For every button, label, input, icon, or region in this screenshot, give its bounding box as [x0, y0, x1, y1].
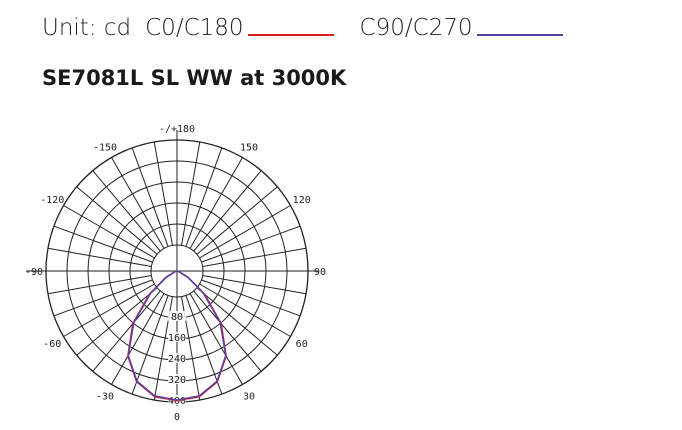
grid-spoke	[153, 141, 173, 246]
grid-spoke	[76, 186, 158, 255]
grid-spoke	[202, 247, 307, 267]
angle-label: 150	[240, 142, 258, 153]
legend-row: Unit: cd C0/C180 C90/C270	[42, 8, 563, 48]
radial-tick-label: 400	[168, 396, 186, 407]
radial-tick-bg	[168, 353, 186, 363]
radial-tick-label: 160	[168, 333, 186, 344]
grid-spoke	[76, 287, 158, 356]
radial-tick-bg	[168, 374, 186, 384]
radial-tick-label: 240	[168, 354, 186, 365]
angle-label: 90	[314, 267, 326, 278]
grid-spoke	[189, 293, 243, 385]
grid-spoke	[202, 275, 307, 295]
grid-spoke	[131, 295, 169, 395]
angle-label: -/+180	[159, 124, 195, 135]
grid-spoke	[199, 205, 291, 259]
radial-tick-bg	[168, 332, 186, 342]
grid-spoke	[189, 157, 243, 249]
grid-spoke	[131, 147, 169, 247]
angle-label: -30	[96, 392, 114, 403]
grid-spoke	[196, 186, 278, 255]
grid-spoke	[196, 287, 278, 356]
grid-spoke	[193, 290, 262, 372]
grid-spoke	[111, 293, 165, 385]
angle-label: 0	[174, 412, 180, 423]
angle-label: -120	[40, 195, 64, 206]
grid-spoke	[201, 225, 301, 263]
grid-spoke	[53, 279, 153, 317]
grid-spoke	[201, 279, 301, 317]
series-line-c90-c270	[127, 270, 227, 401]
angle-label: 120	[293, 195, 311, 206]
angle-label: 30	[243, 392, 255, 403]
grid-spoke	[199, 283, 291, 337]
unit-label: Unit: cd	[42, 15, 132, 41]
grid-spoke	[53, 225, 153, 263]
grid-spoke	[181, 141, 201, 246]
legend-swatch-c90-c270	[476, 34, 563, 36]
grid-spoke	[92, 290, 161, 372]
grid-spoke	[185, 147, 223, 247]
radial-tick-label: 80	[171, 312, 183, 323]
grid-spoke	[193, 170, 262, 252]
angle-label: -150	[93, 142, 117, 153]
angle-label: -90	[25, 267, 43, 278]
angle-label: 60	[296, 339, 308, 350]
grid-spoke	[63, 283, 155, 337]
grid-spoke	[92, 170, 161, 252]
radial-tick-label: 320	[168, 375, 186, 386]
angle-label: -60	[43, 339, 61, 350]
legend-swatch-c0-c180	[247, 34, 334, 36]
legend-label-c0-c180: C0/C180	[145, 15, 244, 41]
grid-spoke	[47, 275, 152, 295]
grid-spoke	[47, 247, 152, 267]
radial-tick-bg	[168, 311, 186, 321]
grid-spoke	[63, 205, 155, 259]
grid-spoke	[111, 157, 165, 249]
legend-label-c90-c270: C90/C270	[359, 15, 473, 41]
grid-spoke	[185, 295, 223, 395]
chart-title: SE7081L SL WW at 3000K	[42, 66, 347, 90]
